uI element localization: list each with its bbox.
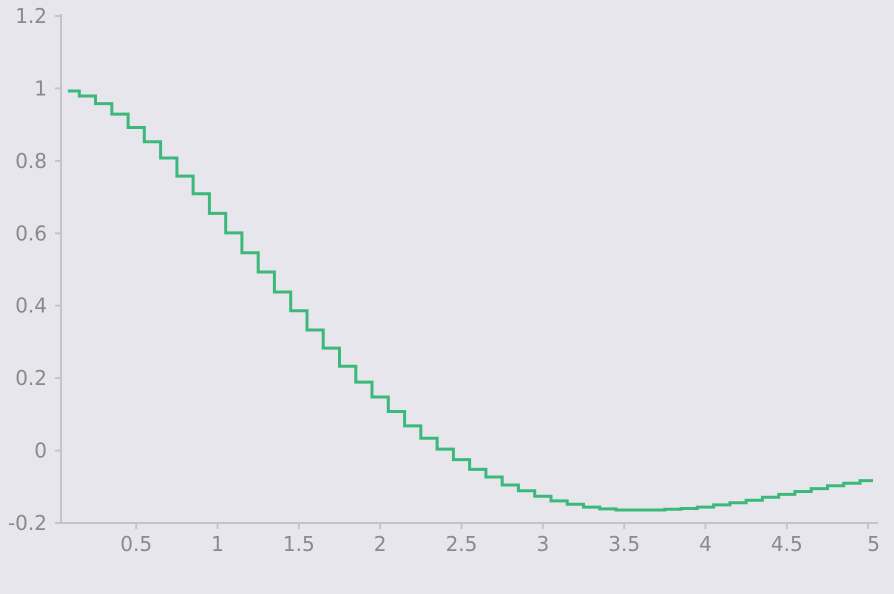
y-tick-label: 1 <box>34 76 47 100</box>
x-tick-label: 3 <box>536 532 549 556</box>
y-tick-label: 0.6 <box>15 221 47 245</box>
x-tick-label: 1.5 <box>283 532 315 556</box>
y-axis-ticks: 1.2 1 0.8 0.6 0.4 0.2 0 -0.2 <box>8 4 61 535</box>
x-tick-label: 2.5 <box>446 532 478 556</box>
plot-series <box>67 89 873 512</box>
x-axis-ticks: 0.5 1 1.5 2 2.5 3 3.5 4 4.5 5 <box>120 523 880 556</box>
x-tick-label: 4.5 <box>771 532 803 556</box>
y-tick-label: 0 <box>34 439 47 463</box>
x-tick-label: 5 <box>867 532 880 556</box>
x-tick-label: 2 <box>374 532 387 556</box>
y-tick-label: 1.2 <box>15 4 47 28</box>
y-tick-label: -0.2 <box>8 511 47 535</box>
y-tick-label: 0.4 <box>15 294 47 318</box>
x-tick-label: 0.5 <box>120 532 152 556</box>
series-step-line <box>67 89 873 512</box>
x-tick-label: 1 <box>211 532 224 556</box>
x-tick-label: 3.5 <box>608 532 640 556</box>
y-tick-label: 0.2 <box>15 366 47 390</box>
axes <box>60 14 878 524</box>
x-tick-label: 4 <box>699 532 712 556</box>
y-tick-label: 0.8 <box>15 149 47 173</box>
